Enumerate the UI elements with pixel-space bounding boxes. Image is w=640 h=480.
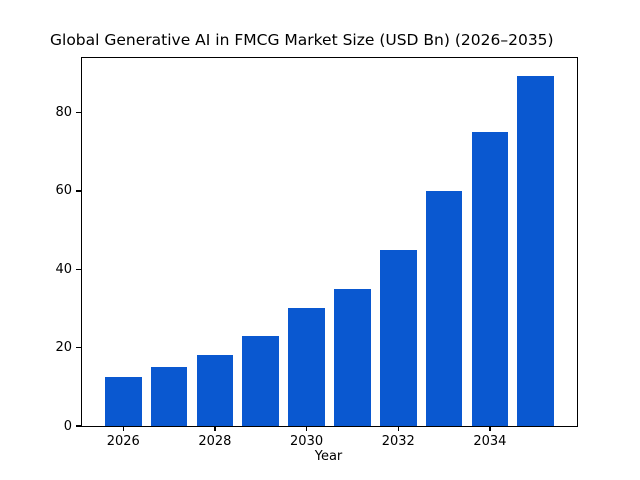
y-tick-label-80: 80 — [55, 104, 72, 120]
x-tick-mark-2034 — [489, 426, 491, 431]
bar-2026 — [104, 377, 142, 426]
y-tick-label-40: 40 — [55, 261, 72, 277]
y-tick-label-60: 60 — [55, 183, 72, 199]
plot-area: 0 20 40 60 80 2026 2028 2030 2032 2034 — [55, 57, 578, 449]
bar-2030 — [288, 308, 325, 426]
x-tick-mark-2026 — [122, 426, 124, 431]
x-tick-label-2030: 2030 — [290, 434, 324, 449]
y-tick-mark-60 — [76, 190, 81, 192]
y-tick-mark-0 — [76, 425, 81, 427]
bar-2028 — [196, 355, 234, 426]
bar-2033 — [425, 190, 463, 426]
y-tick-mark-20 — [76, 346, 81, 349]
bar-2032 — [379, 249, 417, 426]
bar-2031 — [334, 288, 371, 426]
bar-2029 — [242, 335, 280, 426]
x-tick-label-2034: 2034 — [473, 434, 507, 449]
y-tick-mark-80 — [76, 111, 81, 114]
x-tick-mark-2032 — [397, 426, 399, 431]
x-tick-mark-2030 — [305, 426, 308, 431]
chart-title: Global Generative AI in FMCG Market Size… — [50, 31, 554, 49]
bar-2034 — [471, 132, 509, 426]
bar-2027 — [150, 367, 188, 426]
x-axis-label: Year — [314, 449, 343, 464]
x-tick-label-2026: 2026 — [106, 434, 140, 449]
y-tick-mark-40 — [76, 268, 81, 270]
x-tick-label-2028: 2028 — [198, 434, 232, 449]
x-tick-mark-2028 — [214, 426, 216, 431]
y-tick-label-20: 20 — [55, 340, 72, 356]
bar-2035 — [517, 75, 555, 426]
x-tick-label-2032: 2032 — [381, 434, 415, 449]
y-tick-label-0: 0 — [63, 418, 72, 434]
